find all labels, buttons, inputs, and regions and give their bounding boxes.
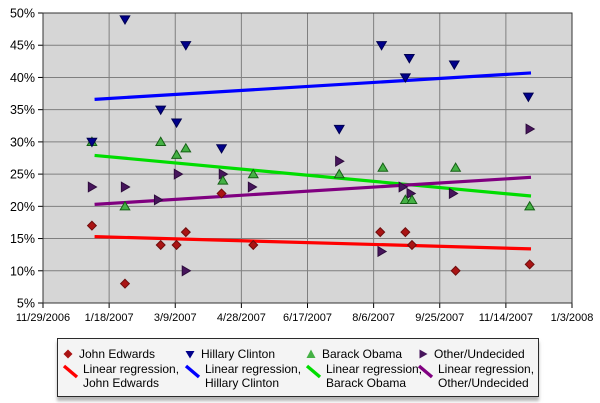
legend-item-regression-barack-obama: Linear regression, Barack Obama bbox=[305, 362, 422, 390]
y-axis-label: 45% bbox=[10, 39, 35, 53]
data-point-barack-obama bbox=[524, 200, 536, 211]
data-point-hillary-clinton bbox=[86, 137, 98, 148]
regression-line bbox=[94, 71, 532, 101]
data-point-hillary-clinton bbox=[333, 124, 345, 135]
legend-item-barack-obama: Barack Obama bbox=[305, 345, 417, 362]
data-point-john-edwards bbox=[86, 220, 98, 231]
data-point-other-undecided bbox=[120, 181, 131, 193]
x-axis-label: 3/9/2007 bbox=[154, 312, 197, 324]
triangle-right-icon bbox=[417, 348, 429, 360]
regression-line-swatch-icon bbox=[305, 364, 322, 379]
poll-scatter-chart: 50% 45% 40% 35% 30% 25% 20% 15% 10% 5%11/29/2006 1… bbox=[10, 7, 594, 325]
data-point-other-undecided bbox=[87, 181, 98, 193]
data-point-other-undecided bbox=[525, 123, 536, 135]
y-axis-label: 35% bbox=[10, 103, 35, 117]
data-point-other-undecided bbox=[173, 168, 184, 180]
regression-line bbox=[94, 153, 532, 198]
x-axis-label: 1/3/2008 bbox=[551, 312, 594, 324]
data-point-john-edwards bbox=[524, 259, 535, 270]
legend-item-hillary-clinton: Hillary Clinton bbox=[184, 345, 305, 362]
legend-label: John Edwards bbox=[79, 346, 156, 361]
y-axis-label: 15% bbox=[10, 232, 35, 246]
data-point-other-undecided bbox=[335, 155, 345, 167]
data-point-john-edwards bbox=[155, 239, 166, 251]
data-point-john-edwards bbox=[400, 227, 411, 238]
data-point-john-edwards bbox=[375, 227, 386, 238]
data-point-barack-obama bbox=[180, 142, 192, 153]
regression-line-swatch-icon bbox=[62, 364, 79, 379]
legend-item-john-edwards: John Edwards bbox=[62, 345, 184, 362]
data-point-hillary-clinton bbox=[448, 60, 460, 71]
y-axis-label: 50% bbox=[10, 7, 35, 21]
data-point-barack-obama bbox=[377, 162, 389, 172]
legend-label: Linear regression, Hillary Clinton bbox=[205, 362, 302, 390]
data-point-hillary-clinton bbox=[399, 73, 412, 84]
x-axis-label: 8/6/2007 bbox=[352, 312, 395, 324]
x-axis-label: 1/18/2007 bbox=[85, 312, 134, 324]
data-point-hillary-clinton bbox=[155, 105, 167, 116]
legend-label: Other/Undecided bbox=[434, 346, 525, 361]
triangle-up-icon bbox=[305, 348, 317, 360]
data-point-hillary-clinton bbox=[170, 118, 183, 129]
data-point-barack-obama bbox=[170, 149, 183, 159]
triangle-down-icon bbox=[184, 348, 196, 360]
legend-label: Linear regression, John Edwards bbox=[83, 362, 180, 390]
chart-legend: John Edwards Hillary Clinton Barack Obama O… bbox=[57, 338, 539, 397]
diamond-icon bbox=[62, 348, 74, 360]
y-axis-label: 40% bbox=[10, 71, 35, 85]
data-point-barack-obama bbox=[399, 194, 412, 204]
data-point-john-edwards bbox=[450, 265, 461, 276]
legend-label: Linear regression, Other/Undecided bbox=[438, 362, 535, 390]
regression-line-swatch-icon bbox=[184, 364, 201, 379]
x-axis-label: 6/17/2007 bbox=[283, 312, 332, 324]
data-point-hillary-clinton bbox=[375, 41, 388, 51]
data-point-barack-obama bbox=[247, 168, 259, 179]
legend-label: Linear regression, Barack Obama bbox=[326, 362, 423, 390]
data-point-barack-obama bbox=[119, 200, 131, 211]
legend-item-regression-other-undecided: Linear regression, Other/Undecided bbox=[417, 362, 538, 390]
regression-line-swatch-icon bbox=[417, 364, 434, 379]
data-point-other-undecided bbox=[398, 181, 409, 193]
data-point-barack-obama bbox=[217, 174, 229, 185]
data-point-other-undecided bbox=[153, 194, 164, 206]
data-point-hillary-clinton bbox=[215, 144, 228, 154]
plot-border bbox=[42, 12, 573, 304]
data-point-other-undecided bbox=[377, 245, 388, 258]
data-point-barack-obama bbox=[333, 168, 345, 179]
legend-label: Hillary Clinton bbox=[201, 346, 276, 361]
regression-line bbox=[94, 235, 532, 251]
x-axis-label: 4/28/2007 bbox=[217, 312, 266, 324]
data-point-barack-obama bbox=[406, 194, 418, 204]
legend-item-other-undecided: Other/Undecided bbox=[417, 345, 538, 362]
data-point-barack-obama bbox=[449, 162, 462, 172]
data-point-other-undecided bbox=[448, 187, 459, 200]
data-point-john-edwards bbox=[171, 239, 182, 251]
legend-item-regression-john-edwards: Linear regression, John Edwards bbox=[62, 362, 184, 390]
data-point-barack-obama bbox=[155, 136, 167, 146]
y-axis-label: 10% bbox=[10, 264, 35, 278]
y-axis-label: 30% bbox=[10, 135, 35, 149]
legend-label: Barack Obama bbox=[322, 346, 403, 361]
data-point-hillary-clinton bbox=[119, 15, 131, 26]
y-axis-label: 25% bbox=[10, 168, 35, 182]
x-axis-label: 11/29/2006 bbox=[16, 312, 70, 324]
data-point-john-edwards bbox=[248, 239, 259, 251]
data-point-hillary-clinton bbox=[522, 92, 535, 103]
data-point-other-undecided bbox=[247, 181, 258, 193]
data-point-hillary-clinton bbox=[403, 54, 416, 64]
data-point-john-edwards bbox=[180, 227, 191, 238]
legend-item-regression-hillary-clinton: Linear regression, Hillary Clinton bbox=[184, 362, 305, 390]
data-point-john-edwards bbox=[119, 278, 131, 289]
data-point-john-edwards bbox=[216, 188, 227, 199]
y-axis-label: 20% bbox=[10, 200, 35, 214]
x-axis-label: 11/14/2007 bbox=[479, 312, 533, 324]
regression-line bbox=[94, 175, 532, 206]
x-axis-label: 9/25/2007 bbox=[415, 312, 464, 324]
data-point-other-undecided bbox=[181, 265, 192, 277]
data-point-hillary-clinton bbox=[180, 41, 192, 51]
data-point-john-edwards bbox=[406, 239, 418, 251]
y-axis-label: 5% bbox=[17, 297, 35, 311]
